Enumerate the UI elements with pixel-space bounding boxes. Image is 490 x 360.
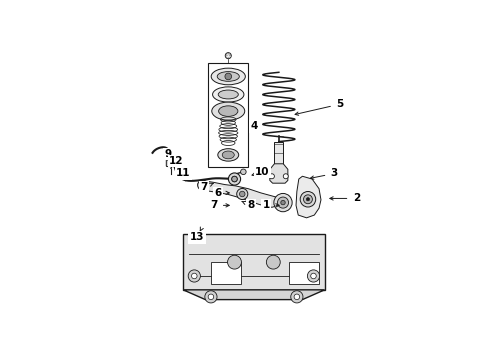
Circle shape: [227, 255, 242, 269]
Bar: [289, 262, 319, 284]
Circle shape: [300, 192, 316, 207]
Circle shape: [228, 173, 241, 185]
Ellipse shape: [222, 151, 234, 159]
FancyBboxPatch shape: [166, 156, 178, 167]
Circle shape: [208, 294, 214, 300]
Circle shape: [307, 270, 319, 282]
Text: 7: 7: [210, 201, 218, 210]
Circle shape: [291, 291, 303, 303]
Circle shape: [170, 159, 174, 164]
Text: 8: 8: [247, 201, 255, 210]
Polygon shape: [198, 180, 281, 207]
Ellipse shape: [217, 72, 239, 81]
Circle shape: [188, 270, 200, 282]
Circle shape: [294, 294, 300, 300]
Text: 9: 9: [165, 149, 172, 159]
Circle shape: [192, 273, 197, 279]
Ellipse shape: [218, 149, 239, 161]
Circle shape: [281, 201, 285, 205]
Circle shape: [237, 188, 248, 199]
Polygon shape: [183, 290, 324, 300]
Circle shape: [240, 191, 245, 197]
Text: 5: 5: [336, 99, 343, 109]
Circle shape: [306, 198, 310, 201]
Circle shape: [274, 193, 292, 212]
Circle shape: [241, 169, 246, 175]
Text: 1: 1: [263, 201, 270, 210]
Polygon shape: [270, 164, 288, 183]
Polygon shape: [296, 176, 321, 218]
Bar: [211, 262, 242, 284]
Circle shape: [270, 174, 274, 179]
Text: 10: 10: [255, 167, 270, 177]
Circle shape: [200, 183, 205, 188]
Bar: [274, 141, 283, 164]
Ellipse shape: [212, 102, 245, 120]
Text: 11: 11: [176, 168, 191, 179]
Circle shape: [232, 176, 237, 182]
Circle shape: [205, 291, 217, 303]
Text: 6: 6: [214, 188, 221, 198]
Circle shape: [267, 255, 280, 269]
Text: 3: 3: [331, 168, 338, 179]
Text: 2: 2: [353, 193, 360, 203]
Text: 7: 7: [200, 183, 208, 192]
Circle shape: [232, 176, 237, 182]
Circle shape: [277, 197, 289, 208]
Ellipse shape: [219, 106, 238, 116]
Ellipse shape: [211, 68, 245, 85]
Text: 4: 4: [250, 121, 258, 131]
Text: 12: 12: [169, 156, 184, 166]
Circle shape: [225, 73, 232, 80]
Circle shape: [303, 195, 313, 204]
Ellipse shape: [218, 90, 238, 99]
Circle shape: [283, 174, 288, 179]
Bar: [183, 234, 324, 290]
Bar: [208, 63, 248, 167]
Ellipse shape: [213, 87, 244, 102]
Circle shape: [311, 273, 316, 279]
Circle shape: [225, 53, 231, 59]
Circle shape: [197, 180, 208, 190]
Text: 13: 13: [190, 232, 204, 242]
